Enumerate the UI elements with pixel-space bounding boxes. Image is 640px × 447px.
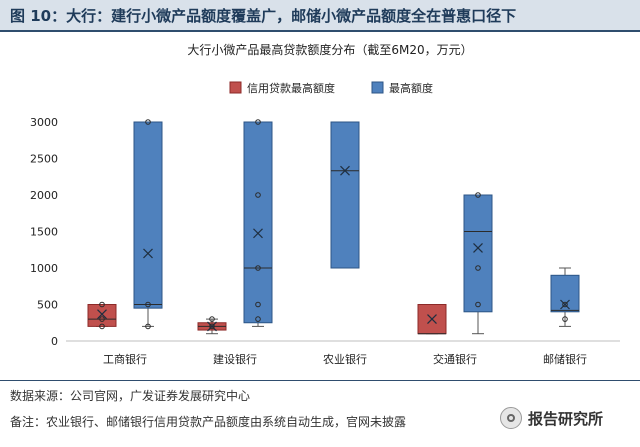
chart-title: 大行小微产品最高贷款额度分布（截至6M20，万元） bbox=[187, 42, 472, 57]
data-point bbox=[475, 192, 481, 198]
x-tick-label: 工商银行 bbox=[103, 352, 147, 366]
x-tick-label: 农业银行 bbox=[323, 352, 367, 366]
x-axis: 工商银行 建设银行 农业银行 交通银行 邮储银行 bbox=[66, 340, 620, 366]
box-body bbox=[133, 121, 163, 309]
box-1-0 bbox=[133, 119, 163, 330]
data-point bbox=[475, 301, 481, 308]
data-point bbox=[255, 301, 261, 308]
y-axis: 0 500 1000 1500 2000 2500 3000 bbox=[30, 116, 58, 348]
box-0-0 bbox=[87, 301, 117, 330]
box-body bbox=[550, 274, 580, 313]
data-point bbox=[145, 119, 151, 125]
y-tick-label: 1000 bbox=[30, 262, 58, 275]
data-point bbox=[99, 301, 105, 308]
figure-title-band: 图 10：大行：建行小微产品额度覆盖广，邮储小微产品额度全在普惠口径下 bbox=[0, 0, 640, 32]
box-0-3 bbox=[417, 304, 447, 335]
y-tick-label: 3000 bbox=[30, 116, 58, 129]
watermark: 报告研究所 bbox=[500, 407, 603, 429]
mean-marker bbox=[473, 243, 483, 253]
footer-divider bbox=[0, 380, 640, 381]
y-tick-label: 2000 bbox=[30, 189, 58, 202]
data-point bbox=[255, 265, 261, 271]
data-source: 数据来源：公司官网，广发证券发展研究中心 bbox=[10, 389, 251, 403]
mean-marker bbox=[97, 309, 107, 320]
box-1-4 bbox=[550, 267, 580, 327]
box-body bbox=[330, 121, 360, 269]
y-tick-label: 1500 bbox=[30, 226, 58, 239]
data-point bbox=[475, 265, 481, 271]
box-1-3 bbox=[463, 192, 493, 335]
data-point bbox=[255, 316, 261, 322]
data-point bbox=[99, 316, 105, 322]
y-tick-label: 0 bbox=[51, 335, 58, 348]
box-1-1 bbox=[243, 119, 273, 327]
y-tick-label: 500 bbox=[37, 299, 58, 312]
wechat-logo-icon bbox=[500, 407, 522, 429]
mean-marker bbox=[560, 299, 570, 310]
box-0-1 bbox=[197, 316, 227, 335]
x-tick-label: 交通银行 bbox=[433, 352, 477, 366]
box-series bbox=[87, 119, 580, 335]
box-body bbox=[463, 194, 493, 313]
footnote: 备注：农业银行、邮储银行信用贷款产品额度由系统自动生成，官网未披露 bbox=[10, 415, 407, 429]
mean-marker bbox=[207, 321, 217, 332]
data-point bbox=[209, 316, 215, 322]
figure-title: 图 10：大行：建行小微产品额度覆盖广，邮储小微产品额度全在普惠口径下 bbox=[10, 7, 517, 25]
legend-swatch-0 bbox=[229, 81, 242, 94]
data-point bbox=[99, 323, 105, 330]
data-point bbox=[145, 323, 151, 330]
box-body bbox=[87, 304, 117, 327]
data-point bbox=[209, 323, 215, 330]
legend: 信用贷款最高额度 最高额度 bbox=[229, 81, 433, 95]
mean-marker bbox=[427, 314, 437, 325]
box-body bbox=[243, 121, 273, 324]
mean-marker bbox=[340, 165, 350, 176]
y-tick-label: 2500 bbox=[30, 153, 58, 166]
legend-label-1: 最高额度 bbox=[389, 81, 433, 95]
data-point bbox=[562, 301, 568, 308]
legend-label-0: 信用贷款最高额度 bbox=[247, 81, 335, 95]
x-tick-label: 建设银行 bbox=[213, 352, 257, 366]
data-point bbox=[255, 119, 261, 125]
data-point bbox=[145, 301, 151, 308]
watermark-text: 报告研究所 bbox=[528, 409, 604, 428]
x-tick-label: 邮储银行 bbox=[543, 352, 587, 366]
data-point bbox=[562, 316, 568, 322]
mean-marker bbox=[253, 228, 263, 239]
data-point bbox=[255, 192, 261, 198]
box-plot-chart: 大行小微产品最高贷款额度分布（截至6M20，万元） 信用贷款最高额度 最高额度 0… bbox=[30, 42, 620, 366]
legend-swatch-1 bbox=[371, 81, 384, 94]
mean-marker bbox=[143, 248, 153, 259]
box-1-2 bbox=[330, 121, 360, 269]
